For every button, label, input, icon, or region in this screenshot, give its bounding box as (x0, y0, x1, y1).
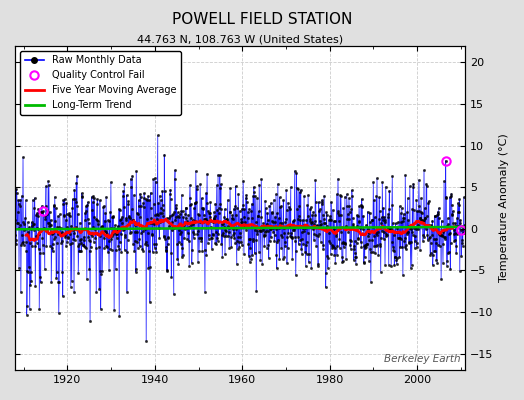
Raw Monthly Data (143, 339, 149, 344)
Raw Monthly Data (411, 226, 417, 231)
Long-Term Trend (368, 225, 374, 230)
Five Year Moving Average (410, 222, 417, 227)
Five Year Moving Average (398, 231, 404, 236)
Text: POWELL FIELD STATION: POWELL FIELD STATION (172, 12, 352, 27)
Long-Term Trend (12, 227, 18, 232)
Long-Term Trend (462, 224, 468, 229)
Five Year Moving Average (208, 218, 214, 222)
Text: Berkeley Earth: Berkeley Earth (384, 354, 461, 364)
Raw Monthly Data (369, 218, 375, 222)
Line: Five Year Moving Average: Five Year Moving Average (26, 219, 454, 241)
Raw Monthly Data (12, 233, 18, 238)
Five Year Moving Average (368, 230, 375, 235)
Long-Term Trend (398, 225, 404, 230)
Raw Monthly Data (155, 133, 161, 138)
Legend: Raw Monthly Data, Quality Control Fail, Five Year Moving Average, Long-Term Tren: Raw Monthly Data, Quality Control Fail, … (20, 51, 181, 115)
Long-Term Trend (410, 225, 417, 230)
Raw Monthly Data (260, 228, 266, 233)
Long-Term Trend (368, 225, 375, 230)
Raw Monthly Data (208, 236, 214, 240)
Line: Long-Term Trend: Long-Term Trend (15, 227, 465, 229)
Long-Term Trend (259, 226, 265, 230)
Raw Monthly Data (462, 223, 468, 228)
Five Year Moving Average (368, 230, 374, 235)
Line: Raw Monthly Data: Raw Monthly Data (14, 134, 466, 342)
Raw Monthly Data (369, 217, 375, 222)
Raw Monthly Data (398, 220, 405, 224)
Title: 44.763 N, 108.763 W (United States): 44.763 N, 108.763 W (United States) (137, 35, 343, 45)
Long-Term Trend (208, 226, 214, 231)
Five Year Moving Average (259, 224, 265, 229)
Y-axis label: Temperature Anomaly (°C): Temperature Anomaly (°C) (499, 134, 509, 282)
